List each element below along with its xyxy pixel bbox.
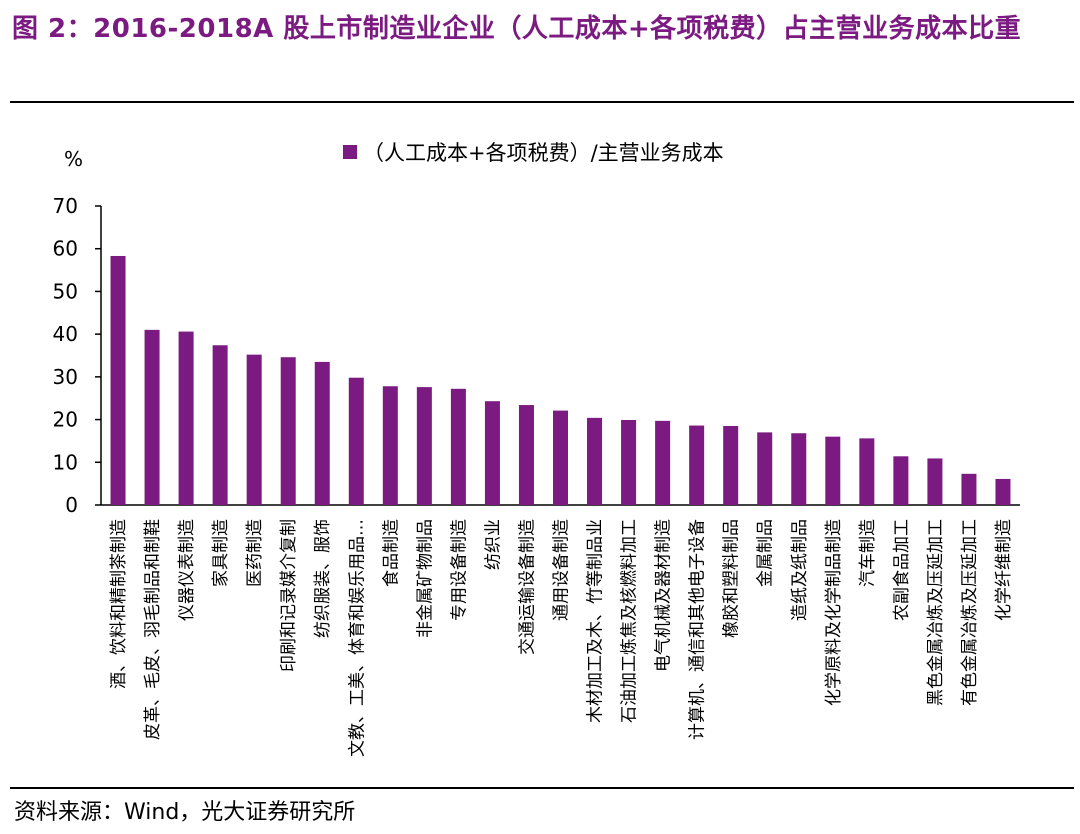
bar bbox=[212, 345, 228, 505]
x-tick-label: 木材加工及木、竹等制品业 bbox=[586, 519, 606, 723]
bar bbox=[416, 387, 432, 505]
y-tick-label: 30 bbox=[53, 365, 78, 389]
top-rule bbox=[10, 101, 1074, 103]
bottom-rule bbox=[10, 787, 1074, 789]
bar bbox=[995, 478, 1011, 505]
y-axis: 0 10 20 30 40 50 60 70 bbox=[53, 194, 1020, 517]
bar bbox=[757, 432, 773, 505]
y-axis-label: % bbox=[64, 147, 83, 171]
x-tick-label: 交通运输设备制造 bbox=[517, 519, 537, 655]
bar bbox=[655, 420, 671, 505]
x-tick-label: 计算机、通信和其他电子设备 bbox=[688, 519, 708, 740]
y-tick-label: 10 bbox=[53, 450, 78, 474]
bar-chart: （人工成本+各项税费）/主营业务成本 % 0 10 20 30 40 50 60 70 酒、饮… bbox=[53, 141, 1020, 757]
bar bbox=[859, 438, 875, 505]
x-tick-label: 通用设备制造 bbox=[552, 519, 572, 621]
bar bbox=[348, 377, 364, 505]
bar bbox=[927, 458, 943, 505]
bar bbox=[178, 331, 194, 505]
bar bbox=[587, 417, 603, 505]
x-tick-label: 金属制品 bbox=[756, 519, 776, 587]
x-tick-label: 石油加工炼焦及核燃料加工 bbox=[620, 519, 640, 723]
bar bbox=[553, 410, 568, 505]
bar bbox=[689, 425, 705, 505]
x-tick-label: 汽车制造 bbox=[858, 519, 878, 587]
x-tick-label: 橡胶和塑料制品 bbox=[722, 519, 742, 638]
bar bbox=[961, 473, 977, 505]
y-tick-label: 0 bbox=[65, 493, 78, 517]
bars-group bbox=[110, 255, 1011, 505]
category-labels: 酒、饮料和精制茶制造 皮革、毛皮、羽毛制品和制鞋 仪器仪表制造 家具制造 医药制造 印刷和… bbox=[109, 519, 1014, 757]
bar bbox=[246, 354, 262, 505]
bar bbox=[382, 386, 398, 505]
x-tick-label: 有色金属冶炼及压延加工 bbox=[960, 519, 980, 706]
bar bbox=[484, 401, 500, 505]
x-tick-label: 家具制造 bbox=[211, 519, 231, 587]
legend-swatch bbox=[343, 145, 357, 159]
bar bbox=[825, 436, 841, 505]
legend-label: （人工成本+各项税费）/主营业务成本 bbox=[363, 141, 724, 165]
figure-title: 图 2：2016-2018A 股上市制造业企业（人工成本+各项税费）占主营业务成… bbox=[12, 14, 1022, 44]
y-tick-label: 40 bbox=[53, 322, 78, 346]
y-tick-label: 50 bbox=[53, 279, 78, 303]
bar bbox=[621, 419, 637, 505]
bar bbox=[518, 405, 534, 505]
bar bbox=[144, 329, 160, 505]
x-tick-label: 化学原料及化学制品制造 bbox=[824, 519, 844, 706]
y-tick-label: 20 bbox=[53, 408, 78, 432]
y-tick-label: 60 bbox=[53, 237, 78, 261]
x-tick-label: 医药制造 bbox=[245, 519, 265, 587]
bar bbox=[280, 357, 296, 505]
x-tick-label: 仪器仪表制造 bbox=[177, 519, 197, 621]
bar bbox=[314, 361, 330, 505]
y-tick-label: 70 bbox=[53, 194, 78, 218]
x-tick-label: 皮革、毛皮、羽毛制品和制鞋 bbox=[143, 519, 163, 740]
bar bbox=[723, 425, 739, 505]
x-tick-label: 专用设备制造 bbox=[449, 519, 469, 621]
x-tick-label: 黑色金属冶炼及压延加工 bbox=[926, 519, 946, 706]
x-tick-label: 纺织业 bbox=[483, 519, 503, 570]
x-tick-label: 酒、饮料和精制茶制造 bbox=[109, 519, 129, 689]
x-tick-label: 造纸及纸制品 bbox=[790, 519, 810, 621]
x-tick-label: 电气机械及器材制造 bbox=[654, 519, 674, 672]
x-tick-label: 文教、工美、体育和娱乐用品… bbox=[347, 519, 367, 757]
bar bbox=[791, 433, 807, 505]
chart-legend: （人工成本+各项税费）/主营业务成本 bbox=[343, 141, 724, 165]
x-tick-label: 农副食品加工 bbox=[892, 519, 912, 621]
x-tick-label: 非金属矿物制品 bbox=[415, 519, 435, 638]
x-tick-label: 食品制造 bbox=[381, 519, 401, 587]
source-note: 资料来源：Wind，光大证券研究所 bbox=[14, 800, 356, 825]
x-tick-label: 化学纤维制造 bbox=[994, 519, 1014, 621]
x-tick-label: 印刷和记录媒介复制 bbox=[279, 519, 299, 672]
bar bbox=[893, 456, 909, 505]
bar bbox=[110, 255, 126, 505]
x-tick-label: 纺织服装、服饰 bbox=[313, 519, 333, 638]
bar bbox=[450, 388, 466, 505]
